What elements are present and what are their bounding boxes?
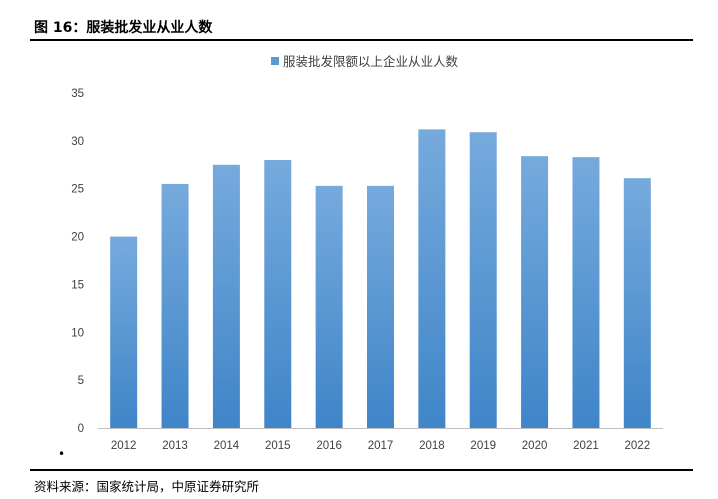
y-tick-label: 20 bbox=[71, 232, 84, 244]
bar-2021 bbox=[572, 157, 600, 428]
bullet-mark: • bbox=[58, 447, 66, 461]
x-tick-label: 2019 bbox=[470, 440, 496, 452]
bar-2014 bbox=[212, 164, 240, 429]
bar-2012 bbox=[110, 236, 138, 428]
bar-2015 bbox=[264, 160, 292, 428]
bar-2020 bbox=[521, 156, 549, 428]
legend-label: 服装批发限额以上企业从业人数 bbox=[283, 54, 459, 69]
chart-legend: 服装批发限额以上企业从业人数 bbox=[271, 54, 459, 69]
y-tick-label: 30 bbox=[71, 136, 84, 148]
y-tick-label: 0 bbox=[78, 423, 84, 435]
y-tick-label: 10 bbox=[71, 327, 84, 339]
x-tick-label: 2021 bbox=[573, 440, 599, 452]
bottom-rule bbox=[30, 469, 693, 471]
figure-title: 图 16：服装批发业从业人数 bbox=[34, 20, 213, 36]
top-rule bbox=[30, 39, 693, 41]
x-tick-label: 2016 bbox=[316, 440, 342, 452]
x-tick-label: 2018 bbox=[419, 440, 445, 452]
x-tick-label: 2022 bbox=[625, 440, 651, 452]
y-tick-label: 35 bbox=[71, 88, 84, 100]
x-axis-ticks: 2012 2013 2014 2015 2016 2017 2018 2019 2020 2021… bbox=[111, 440, 650, 452]
x-tick-label: 2014 bbox=[214, 440, 240, 452]
x-tick-label: 2012 bbox=[111, 440, 137, 452]
bar-2017 bbox=[367, 185, 394, 428]
legend-swatch bbox=[271, 57, 279, 65]
y-tick-label: 5 bbox=[78, 375, 84, 387]
bar-2018 bbox=[418, 129, 446, 428]
bar-2013 bbox=[161, 183, 189, 428]
y-tick-label: 15 bbox=[71, 279, 84, 291]
bar-2016 bbox=[315, 185, 343, 428]
y-tick-label: 25 bbox=[71, 184, 84, 196]
x-tick-label: 2020 bbox=[522, 440, 548, 452]
bar-2022 bbox=[623, 178, 651, 428]
source-note: 资料来源：国家统计局，中原证券研究所 bbox=[34, 479, 260, 494]
x-tick-label: 2015 bbox=[265, 440, 291, 452]
bars bbox=[110, 129, 651, 429]
x-tick-label: 2013 bbox=[162, 440, 188, 452]
bar-2019 bbox=[469, 132, 497, 428]
x-tick-label: 2017 bbox=[368, 440, 394, 452]
y-axis-ticks: 0 5 10 15 20 25 30 35 bbox=[71, 88, 84, 435]
